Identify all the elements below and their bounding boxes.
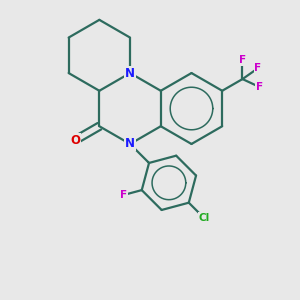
Text: O: O	[70, 134, 80, 147]
Text: F: F	[239, 55, 246, 65]
Text: N: N	[125, 67, 135, 80]
Text: F: F	[254, 63, 261, 73]
Text: F: F	[256, 82, 263, 92]
Text: F: F	[120, 190, 127, 200]
Text: Cl: Cl	[198, 213, 209, 223]
Text: N: N	[125, 137, 135, 151]
